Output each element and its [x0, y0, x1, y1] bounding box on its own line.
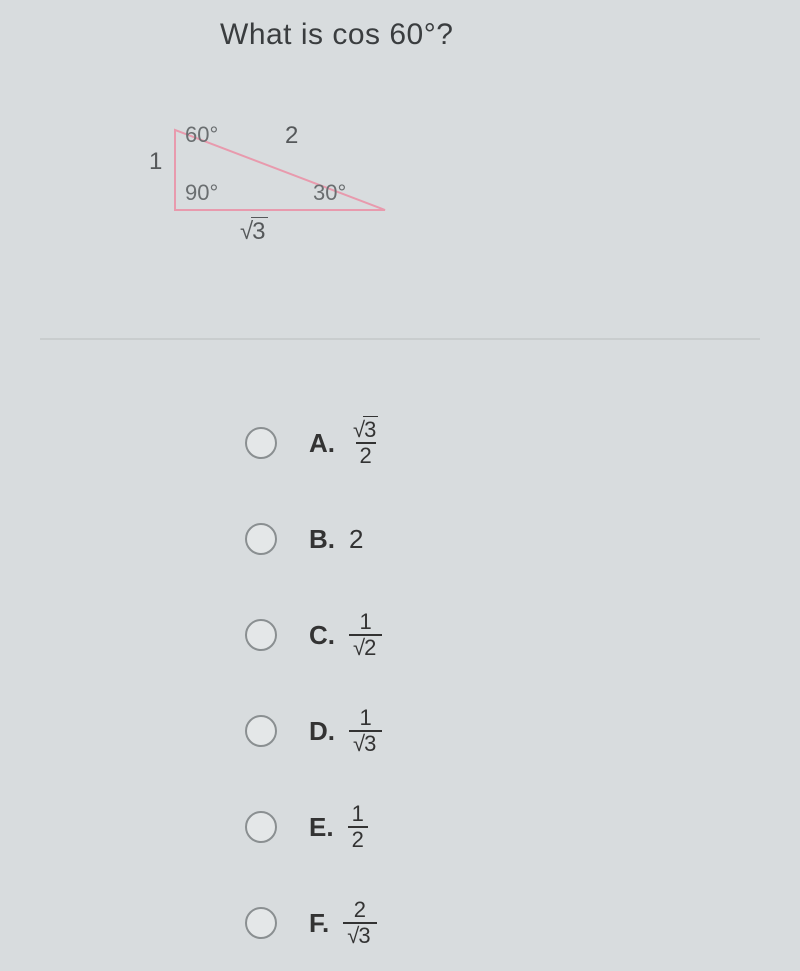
side-hyp-label: 2: [285, 122, 298, 150]
question-text: What is cos 60°?: [220, 18, 453, 52]
option-value: 2: [349, 524, 363, 555]
answer-options: A. √3 2 B. 2 C. 1 √2: [245, 395, 382, 971]
radio-d[interactable]: [245, 715, 277, 747]
option-value: 2 √3: [343, 898, 376, 948]
option-letter: C.: [309, 620, 335, 651]
side-left-label: 1: [149, 148, 162, 176]
option-c[interactable]: C. 1 √2: [245, 587, 382, 683]
section-divider: [40, 338, 760, 340]
side-base-label: √3: [240, 218, 268, 246]
option-a[interactable]: A. √3 2: [245, 395, 382, 491]
triangle-diagram: 60° 90° 30° 1 2 √3: [155, 110, 475, 280]
option-b[interactable]: B. 2: [245, 491, 382, 587]
radio-e[interactable]: [245, 811, 277, 843]
base-radicand: 3: [251, 217, 267, 245]
radio-b[interactable]: [245, 523, 277, 555]
radio-c[interactable]: [245, 619, 277, 651]
radio-f[interactable]: [245, 907, 277, 939]
option-f[interactable]: F. 2 √3: [245, 875, 382, 971]
option-letter: E.: [309, 812, 334, 843]
option-e[interactable]: E. 1 2: [245, 779, 382, 875]
option-letter: A.: [309, 428, 335, 459]
option-letter: B.: [309, 524, 335, 555]
angle-right-label: 30°: [313, 180, 346, 206]
option-letter: F.: [309, 908, 329, 939]
option-value: 1 √3: [349, 706, 382, 756]
angle-top-label: 60°: [185, 122, 218, 148]
option-value: √3 2: [349, 418, 382, 468]
worksheet-page: What is cos 60°? 60° 90° 30° 1 2 √3 A. √…: [0, 0, 800, 971]
option-d[interactable]: D. 1 √3: [245, 683, 382, 779]
angle-left-label: 90°: [185, 180, 218, 206]
option-value: 1 √2: [349, 610, 382, 660]
option-value: 1 2: [348, 802, 368, 852]
option-letter: D.: [309, 716, 335, 747]
radio-a[interactable]: [245, 427, 277, 459]
